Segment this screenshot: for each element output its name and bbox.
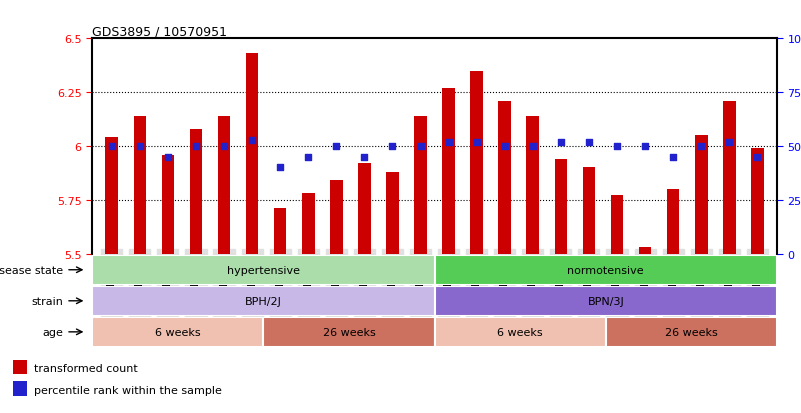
Text: transformed count: transformed count [34,363,139,373]
Point [554,139,567,146]
Text: 26 weeks: 26 weeks [323,327,376,337]
Bar [330,181,343,254]
Bar [274,209,287,254]
Text: BPN/3J: BPN/3J [587,296,624,306]
Bar [106,138,118,254]
Point [190,143,203,150]
Bar [13,360,27,374]
Bar [264,317,434,347]
Bar [723,102,735,254]
Bar [92,255,434,285]
Point [470,139,483,146]
Point [414,143,427,150]
Bar [434,255,777,285]
Point [246,137,259,143]
Point [751,154,763,161]
Point [610,143,623,150]
Point [358,154,371,161]
Point [526,143,539,150]
Text: 6 weeks: 6 weeks [497,327,543,337]
Point [666,154,679,161]
Bar [751,149,763,254]
Bar [92,317,264,347]
Point [638,143,651,150]
Point [442,139,455,146]
Point [302,154,315,161]
Text: strain: strain [31,296,63,306]
Bar [218,116,231,254]
Text: 6 weeks: 6 weeks [155,327,200,337]
Text: disease state: disease state [0,265,63,275]
Bar [134,116,146,254]
Point [582,139,595,146]
Point [386,143,399,150]
Text: hypertensive: hypertensive [227,265,300,275]
Bar [666,190,679,254]
Text: GDS3895 / 10570951: GDS3895 / 10570951 [92,25,227,38]
Point [162,154,175,161]
Bar [162,155,174,254]
Bar [302,194,315,254]
Bar [358,164,371,254]
Bar [606,317,777,347]
Point [723,139,735,146]
Bar [13,382,27,396]
Text: percentile rank within the sample: percentile rank within the sample [34,385,223,395]
Text: age: age [42,327,63,337]
Bar [190,129,203,254]
Bar [582,168,595,254]
Bar [442,89,455,254]
Bar [434,317,606,347]
Text: BPH/2J: BPH/2J [245,296,282,306]
Point [134,143,147,150]
Point [694,143,707,150]
Bar [610,196,623,254]
Text: 26 weeks: 26 weeks [665,327,718,337]
Bar [638,247,651,254]
Point [106,143,119,150]
Bar [498,102,511,254]
Point [274,165,287,171]
Bar [434,286,777,316]
Point [330,143,343,150]
Point [218,143,231,150]
Bar [526,116,539,254]
Bar [554,159,567,254]
Bar [246,54,259,254]
Point [498,143,511,150]
Bar [695,136,707,254]
Text: normotensive: normotensive [567,265,644,275]
Bar [386,172,399,254]
Bar [92,286,434,316]
Bar [470,71,483,254]
Bar [414,116,427,254]
